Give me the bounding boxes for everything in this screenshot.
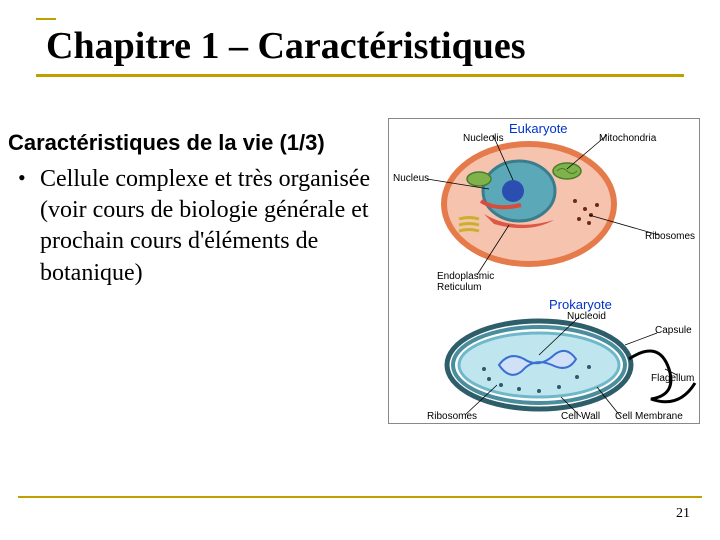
label-capsule: Capsule: [655, 325, 692, 336]
bullet-text: Cellule complexe et très organisée (voir…: [40, 164, 378, 289]
label-nucleoid: Nucleoid: [567, 311, 606, 322]
title-block: Chapitre 1 – Caractéristiques: [36, 18, 684, 77]
label-prokaryote: Prokaryote: [549, 297, 612, 312]
label-er: Endoplasmic Reticulum: [437, 271, 517, 293]
label-flagellum: Flagellum: [651, 373, 694, 384]
title-rule-top: [36, 18, 56, 20]
page-number: 21: [676, 506, 690, 522]
label-eukaryote: Eukaryote: [509, 121, 568, 136]
cell-diagram-figure: Eukaryote Nucleolis Mitochondria Nucleus…: [388, 118, 700, 424]
label-cell-membrane: Cell Membrane: [615, 411, 683, 422]
label-ribosomes-pro: Ribosomes: [427, 411, 477, 422]
slide-title: Chapitre 1 – Caractéristiques: [36, 22, 684, 74]
label-ribosomes-euk: Ribosomes: [645, 231, 695, 242]
label-nucleolis: Nucleolis: [463, 133, 504, 144]
slide: Chapitre 1 – Caractéristiques Caractéris…: [0, 0, 720, 540]
label-mitochondria: Mitochondria: [599, 133, 656, 144]
body-text-block: Caractéristiques de la vie (1/3) • Cellu…: [8, 130, 378, 289]
title-rule-bottom: [36, 74, 684, 77]
bullet-row: • Cellule complexe et très organisée (vo…: [8, 164, 378, 289]
subheading: Caractéristiques de la vie (1/3): [8, 130, 378, 156]
bullet-marker: •: [18, 164, 40, 193]
footer-rule: [18, 496, 702, 498]
label-nucleus: Nucleus: [393, 173, 429, 184]
label-cell-wall: Cell Wall: [561, 411, 600, 422]
